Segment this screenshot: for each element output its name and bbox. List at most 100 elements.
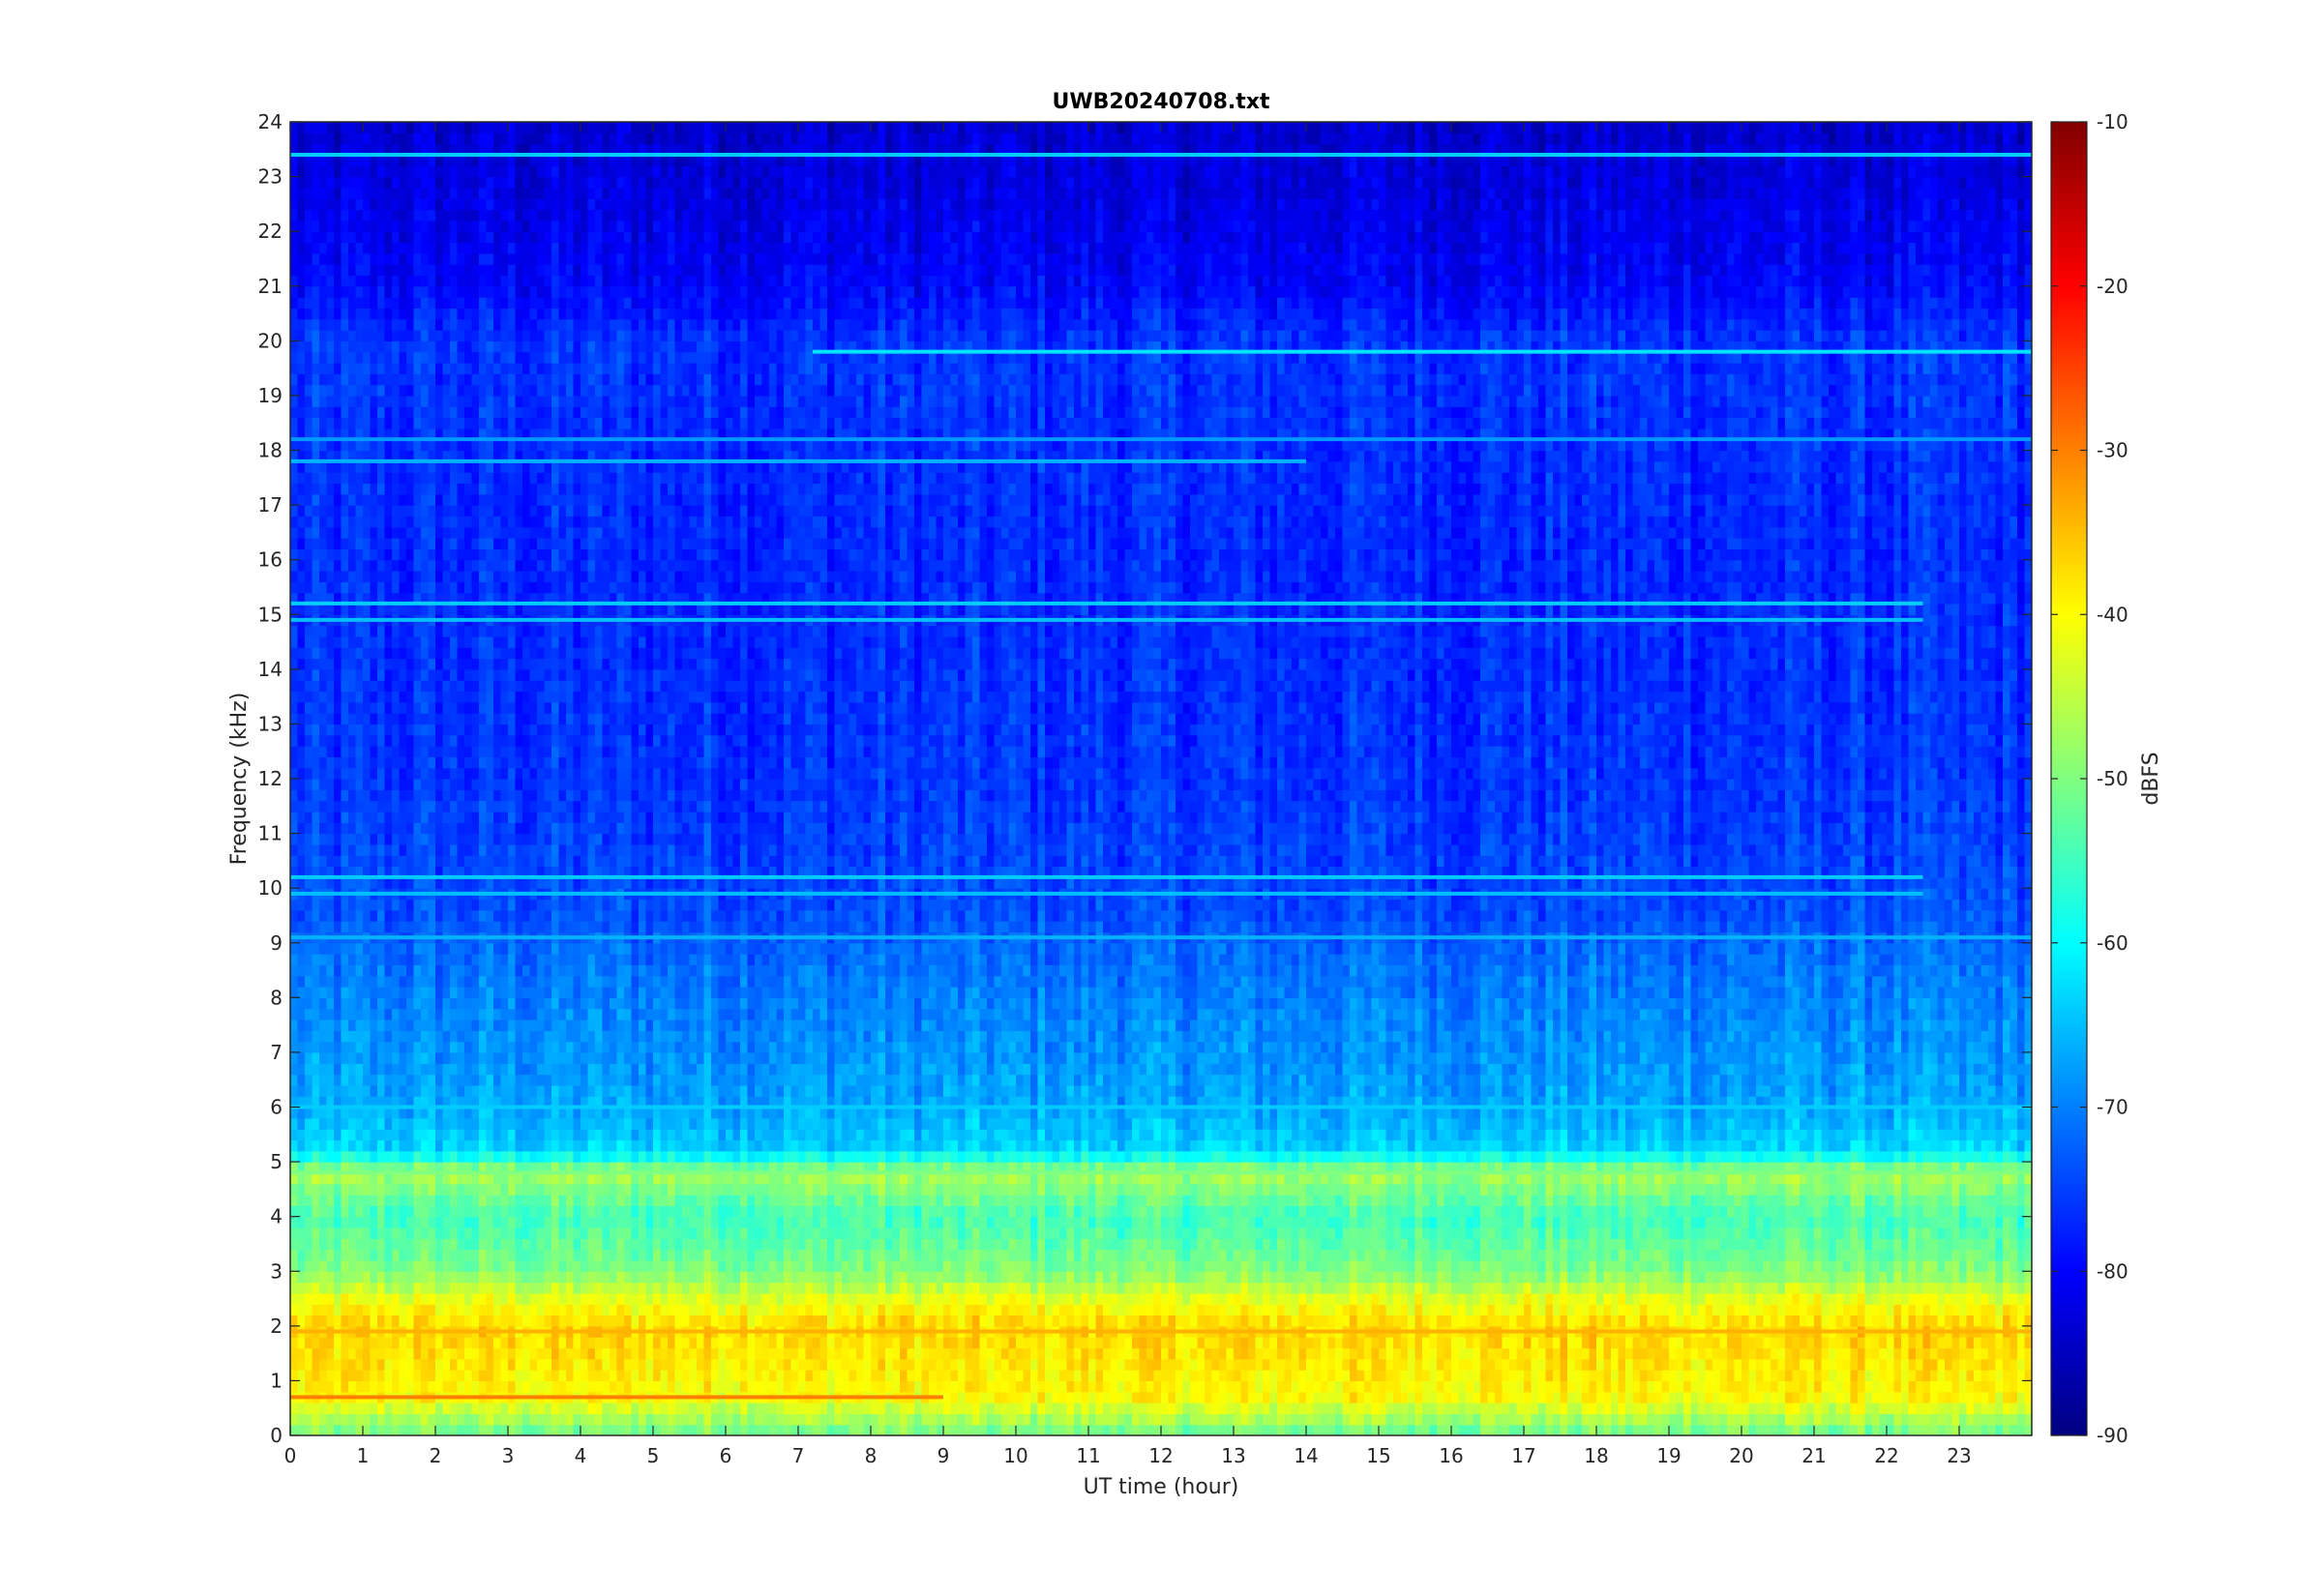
heatmap-cell (522, 1425, 530, 1436)
heatmap-cell (1894, 1304, 1902, 1315)
heatmap-cell (1444, 1425, 1452, 1436)
heatmap-cell (922, 1205, 930, 1217)
heatmap-cell (319, 1283, 327, 1294)
heatmap-cell (1640, 1238, 1648, 1250)
heatmap-cell (400, 1271, 407, 1283)
heatmap-cell (435, 1250, 443, 1261)
heatmap-cell (1350, 1227, 1357, 1239)
heatmap-cell (1974, 1413, 1981, 1425)
heatmap-cell (1430, 1359, 1438, 1371)
heatmap-cell (1553, 1271, 1561, 1283)
heatmap-cell (1117, 1337, 1125, 1348)
heatmap-cell (421, 1359, 429, 1371)
heatmap-cell (1480, 1425, 1488, 1436)
heatmap-cell (1633, 1260, 1641, 1272)
heatmap-cell (1067, 1370, 1075, 1381)
heatmap-cell (820, 1205, 828, 1217)
heatmap-cell (1952, 1380, 1960, 1392)
heatmap-cell (1422, 1250, 1430, 1261)
heatmap-cell (1038, 1250, 1046, 1261)
heatmap-cell (697, 1359, 704, 1371)
heatmap-cell (1401, 1283, 1409, 1294)
heatmap-cell (1030, 1403, 1038, 1414)
heatmap-cell (1887, 1315, 1894, 1327)
heatmap-cell (690, 1271, 698, 1283)
heatmap-cell (987, 1370, 995, 1381)
heatmap-cell (1640, 1370, 1648, 1381)
heatmap-cell (1495, 1260, 1503, 1272)
heatmap-cell (1146, 1293, 1154, 1305)
heatmap-cell (1430, 1413, 1438, 1425)
heatmap-cell (1509, 1315, 1517, 1327)
heatmap-cell (1132, 1283, 1140, 1294)
heatmap-cell (1916, 1337, 1923, 1348)
heatmap-cell (624, 1283, 632, 1294)
heatmap-cell (806, 1380, 814, 1392)
heatmap-cell (458, 1413, 465, 1425)
heatmap-cell (1256, 1425, 1264, 1436)
heatmap-cell (537, 1227, 545, 1239)
heatmap-cell (1270, 1293, 1278, 1305)
heatmap-cell (1698, 1347, 1706, 1359)
heatmap-cell (704, 1260, 712, 1272)
heatmap-cell (1372, 1315, 1380, 1327)
heatmap-cell (1140, 1271, 1147, 1283)
heatmap-cell (1234, 1238, 1241, 1250)
heatmap-cell (1053, 1347, 1060, 1359)
heatmap-cell (392, 1283, 400, 1294)
heatmap-cell (1198, 1271, 1206, 1283)
heatmap-cell (929, 1370, 937, 1381)
heatmap-cell (646, 1217, 654, 1228)
heatmap-cell (1198, 1227, 1206, 1239)
heatmap-cell (617, 1271, 625, 1283)
heatmap-cell (1227, 1359, 1235, 1371)
heatmap-cell (385, 1227, 393, 1239)
heatmap-cell (951, 1304, 959, 1315)
heatmap-cell (1495, 1205, 1503, 1217)
heatmap-cell (1415, 1337, 1423, 1348)
heatmap-cell (1814, 1293, 1822, 1305)
heatmap-cell (1111, 1337, 1118, 1348)
heatmap-cell (1916, 1315, 1923, 1327)
heatmap-cell (414, 1304, 422, 1315)
heatmap-cell (1379, 1403, 1386, 1414)
heatmap-cell (1974, 1380, 1981, 1392)
heatmap-cell (290, 1370, 298, 1381)
heatmap-cell (690, 1205, 698, 1217)
heatmap-cell (363, 1370, 371, 1381)
heatmap-cell (342, 1205, 349, 1217)
heatmap-cell (1974, 1238, 1981, 1250)
heatmap-cell (835, 1413, 843, 1425)
heatmap-cell (566, 1315, 574, 1327)
heatmap-cell (392, 1304, 400, 1315)
heatmap-cell (1561, 1425, 1568, 1436)
heatmap-cell (551, 1205, 559, 1217)
heatmap-cell (1771, 1425, 1778, 1436)
heatmap-cell (1176, 1250, 1183, 1261)
heatmap-cell (1009, 1337, 1017, 1348)
heatmap-cell (1619, 1359, 1626, 1371)
heatmap-cell (588, 1370, 596, 1381)
heatmap-cell (1756, 1283, 1764, 1294)
heatmap-cell (406, 1304, 414, 1315)
heatmap-cell (908, 1271, 915, 1283)
heatmap-cell (1001, 1271, 1009, 1283)
heatmap-cell (1945, 1413, 1952, 1425)
heatmap-cell (1771, 1217, 1778, 1228)
heatmap-cell (313, 1337, 320, 1348)
heatmap-cell (1321, 1283, 1328, 1294)
heatmap-cell (1749, 1283, 1757, 1294)
heatmap-cell (1016, 1271, 1024, 1283)
heatmap-cell (1901, 1283, 1909, 1294)
heatmap-cell (827, 1337, 835, 1348)
heatmap-cell (1422, 1315, 1430, 1327)
heatmap-cell (1945, 1315, 1952, 1327)
heatmap-cell (1067, 1217, 1075, 1228)
heatmap-cell (1611, 1217, 1619, 1228)
heatmap-cell (1814, 1370, 1822, 1381)
heatmap-cell (1596, 1250, 1604, 1261)
heatmap-cell (1161, 1271, 1169, 1283)
heatmap-cell (1074, 1271, 1082, 1283)
heatmap-cell (1640, 1271, 1648, 1283)
heatmap-cell (1096, 1370, 1104, 1381)
